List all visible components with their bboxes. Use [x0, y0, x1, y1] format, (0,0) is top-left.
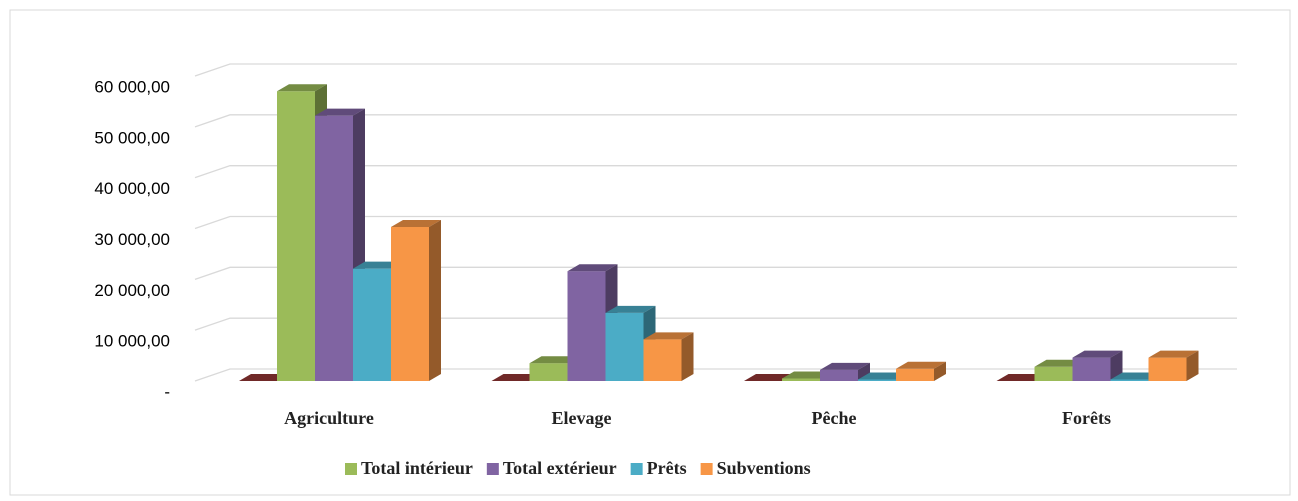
bar-top — [896, 361, 946, 369]
legend-label: Prêts — [647, 458, 687, 478]
bar-side — [681, 332, 694, 381]
bar-top — [391, 219, 441, 227]
y-tick-label: 10 000,00 — [94, 332, 170, 351]
x-tick-label: Forêts — [1062, 408, 1111, 428]
bar-top — [567, 264, 618, 272]
bar — [391, 219, 441, 381]
bar — [744, 374, 794, 381]
bar-front — [1148, 357, 1187, 381]
y-tick-label: 30 000,00 — [94, 230, 170, 249]
bar-top — [782, 371, 832, 379]
bar-top — [744, 374, 794, 381]
bar-front — [858, 379, 896, 381]
grid-line — [194, 165, 1237, 179]
bar-top — [491, 374, 542, 381]
bar-front — [1110, 379, 1149, 381]
x-tick-label: Agriculture — [284, 408, 374, 428]
bar-front — [1072, 357, 1111, 381]
bar-top — [277, 84, 327, 92]
bar-front — [896, 368, 934, 381]
legend-label: Total intérieur — [361, 458, 473, 478]
y-tick-label: 40 000,00 — [94, 179, 170, 198]
grid-line — [194, 63, 1237, 77]
bar-side — [1110, 350, 1123, 381]
bar-top — [1034, 359, 1085, 367]
legend-label: Total extérieur — [503, 458, 617, 478]
bar-top — [1072, 350, 1123, 358]
y-tick-label: 60 000,00 — [94, 77, 170, 96]
legend-swatch — [630, 463, 643, 475]
bar-front — [1034, 366, 1073, 381]
bar — [643, 332, 694, 381]
bar-top — [353, 261, 403, 269]
chart-border — [9, 9, 1291, 496]
bar-front — [353, 268, 391, 381]
grid-line — [194, 215, 1237, 230]
bar-side — [1186, 350, 1199, 381]
bar-top — [996, 374, 1047, 381]
bar-top — [820, 362, 870, 370]
bar-side — [429, 219, 441, 381]
bar — [896, 361, 946, 381]
bar-top — [643, 332, 694, 340]
bar — [996, 374, 1047, 381]
bar-side — [934, 361, 946, 381]
bar-front — [605, 312, 644, 381]
bar-front — [567, 271, 606, 381]
bar-top — [605, 305, 656, 313]
bar — [1072, 350, 1123, 381]
bar — [605, 305, 656, 381]
bar-front — [643, 339, 682, 381]
bar — [820, 362, 870, 381]
legend-label: Subventions — [717, 458, 811, 478]
bar-front — [391, 226, 429, 381]
bar — [315, 108, 365, 382]
x-tick-label: Elevage — [552, 408, 612, 428]
bar-top — [315, 108, 365, 116]
grid-line — [194, 317, 1237, 331]
bar-front — [529, 363, 568, 381]
y-tick-label: 50 000,00 — [94, 128, 170, 147]
bar-side — [858, 362, 870, 381]
x-tick-label: Pêche — [812, 408, 857, 428]
bar — [491, 374, 542, 381]
legend-swatch — [345, 463, 357, 475]
bar-front — [315, 115, 353, 382]
bar-top — [239, 374, 289, 381]
grid-line — [194, 266, 1237, 280]
bar — [1148, 350, 1199, 381]
bar-front — [782, 378, 820, 381]
bar-top — [1148, 350, 1199, 358]
bar-top — [858, 372, 908, 380]
bar-front — [277, 91, 315, 381]
legend-swatch — [700, 463, 713, 475]
bar-front — [820, 369, 858, 381]
bar-top — [1110, 372, 1161, 380]
y-tick-label: 20 000,00 — [94, 281, 170, 300]
grid-line — [194, 114, 1237, 128]
legend-swatch — [486, 463, 499, 475]
bar — [239, 374, 289, 381]
y-tick-label: - — [164, 382, 170, 401]
bar-top — [529, 356, 580, 364]
